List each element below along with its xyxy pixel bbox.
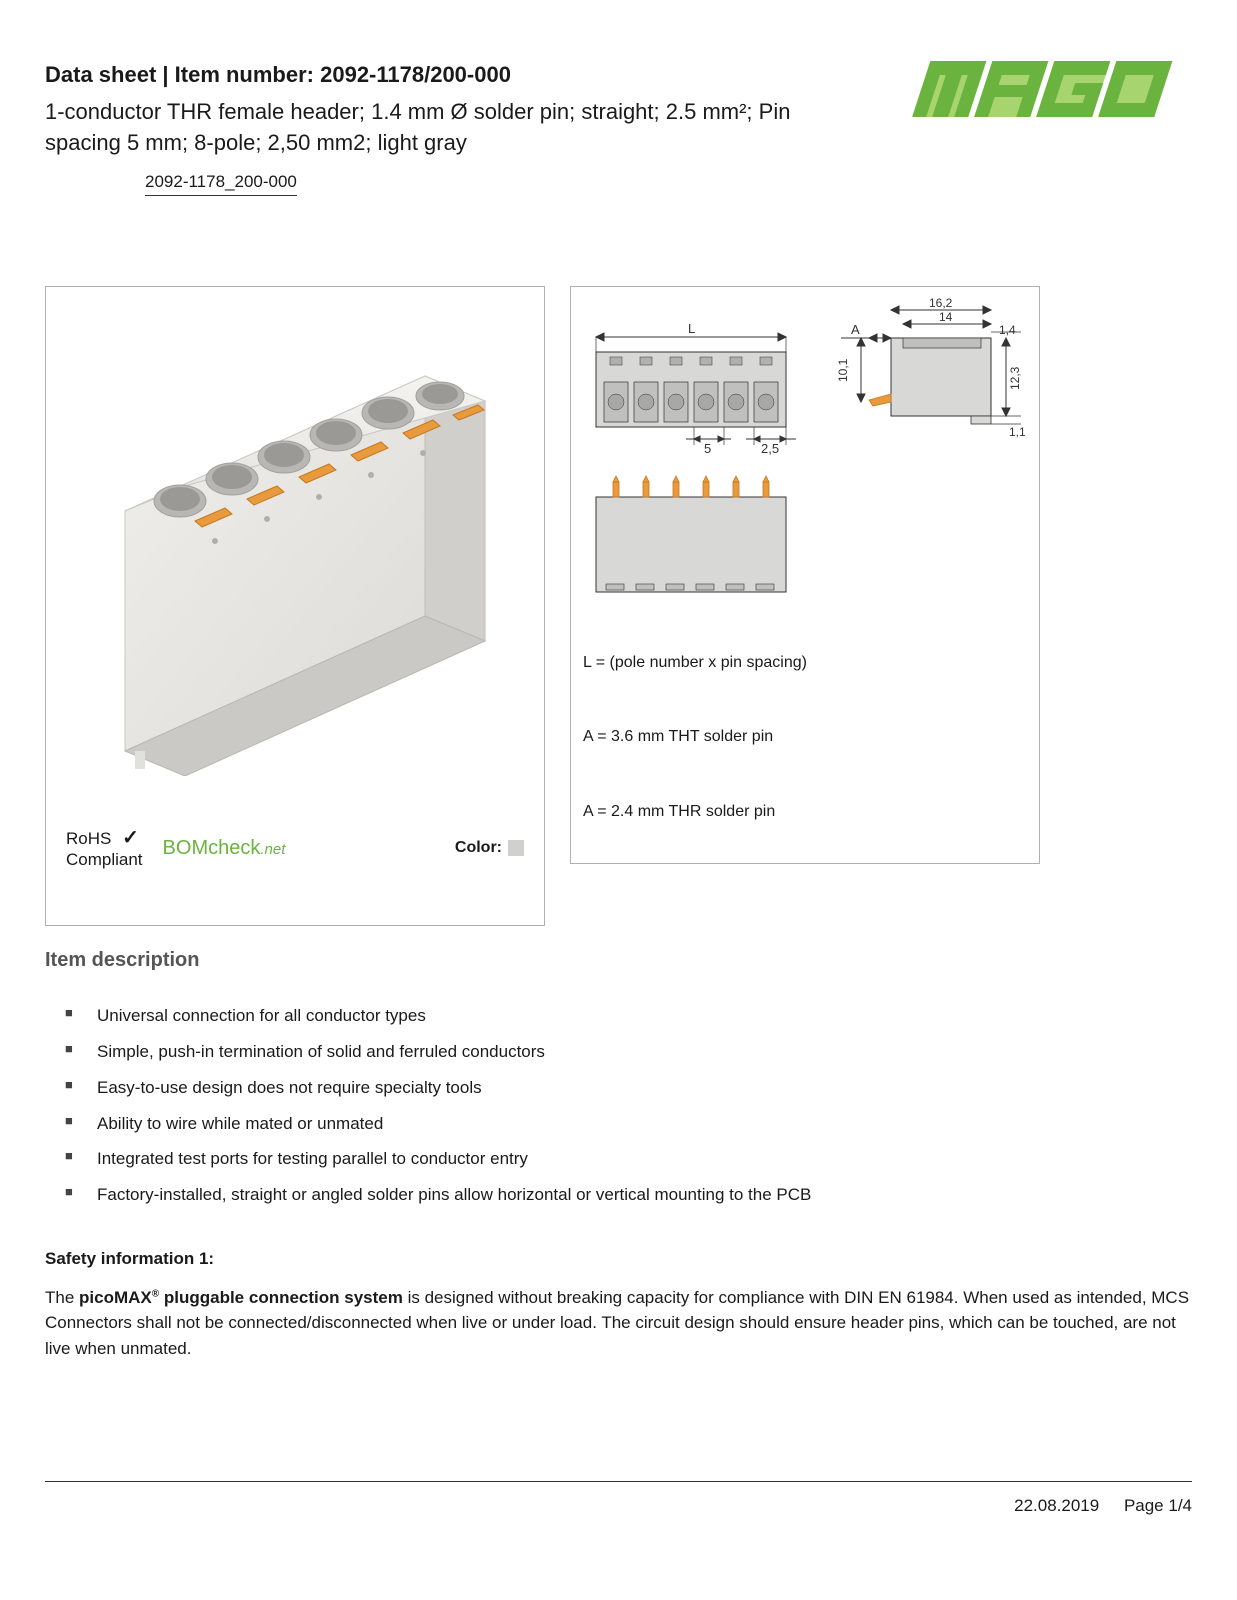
list-item: Ability to wire while mated or unmated — [65, 1112, 1192, 1136]
dim-L: L — [688, 321, 695, 336]
dim-5: 5 — [704, 441, 711, 456]
rohs-label: RoHS — [66, 829, 111, 848]
page-description: 1-conductor THR female header; 1.4 mm Ø … — [45, 97, 845, 159]
safety-bold: picoMAX — [79, 1288, 152, 1307]
dim-1-1: 1,1 — [1009, 425, 1026, 439]
dim-12-3: 12,3 — [1008, 367, 1022, 391]
color-label-text: Color: — [455, 837, 502, 859]
page-title: Data sheet | Item number: 2092-1178/200-… — [45, 60, 845, 91]
item-description-title: Item description — [45, 946, 1192, 974]
compliant-label: Compliant — [66, 850, 143, 869]
item-description-list: Universal connection for all conductor t… — [45, 1004, 1192, 1207]
safety-text: The picoMAX® pluggable connection system… — [45, 1285, 1192, 1362]
list-item: Easy-to-use design does not require spec… — [65, 1076, 1192, 1100]
wago-logo — [892, 56, 1192, 133]
footer-date: 22.08.2019 — [1014, 1496, 1099, 1515]
color-swatch — [508, 840, 524, 856]
dim-note-A2: A = 2.4 mm THR solder pin — [581, 801, 1029, 823]
dim-10-1: 10,1 — [836, 359, 850, 383]
footer-page: Page 1/4 — [1124, 1496, 1192, 1515]
safety-bold2: pluggable connection system — [159, 1288, 403, 1307]
check-icon: ✓ — [122, 826, 139, 850]
product-image — [46, 287, 544, 826]
rohs-compliant: RoHS ✓ Compliant — [66, 826, 143, 870]
dim-1-4: 1,4 — [999, 323, 1016, 337]
panels-row: RoHS ✓ Compliant BOMcheck.net Color: — [45, 286, 1192, 926]
item-number-link[interactable]: 2092-1178_200-000 — [145, 170, 297, 196]
product-footer: RoHS ✓ Compliant BOMcheck.net Color: — [46, 826, 544, 925]
dim-note-L: L = (pole number x pin spacing) — [581, 652, 1029, 674]
list-item: Integrated test ports for testing parall… — [65, 1147, 1192, 1171]
color-indicator: Color: — [455, 837, 524, 859]
list-item: Simple, push-in termination of solid and… — [65, 1040, 1192, 1064]
safety-title: Safety information 1: — [45, 1247, 1192, 1271]
dim-14: 14 — [939, 310, 953, 324]
list-item: Factory-installed, straight or angled so… — [65, 1183, 1192, 1207]
product-panel: RoHS ✓ Compliant BOMcheck.net Color: — [45, 286, 545, 926]
safety-prefix: The — [45, 1288, 79, 1307]
dim-A: A — [851, 322, 860, 337]
dim-16-2: 16,2 — [929, 297, 953, 310]
header-text: Data sheet | Item number: 2092-1178/200-… — [45, 60, 845, 196]
list-item: Universal connection for all conductor t… — [65, 1004, 1192, 1028]
bomcheck-text: BOMcheck — [163, 837, 261, 859]
bomcheck-logo: BOMcheck.net — [163, 834, 286, 862]
dim-2-5: 2,5 — [761, 441, 779, 456]
page-footer: 22.08.2019 Page 1/4 — [45, 1481, 1192, 1518]
dimensional-drawing: L — [581, 297, 1029, 597]
bomcheck-suffix: .net — [260, 841, 285, 858]
dim-note-A1: A = 3.6 mm THT solder pin — [581, 726, 1029, 748]
dimensional-panel: L — [570, 286, 1040, 864]
header: Data sheet | Item number: 2092-1178/200-… — [45, 60, 1192, 196]
